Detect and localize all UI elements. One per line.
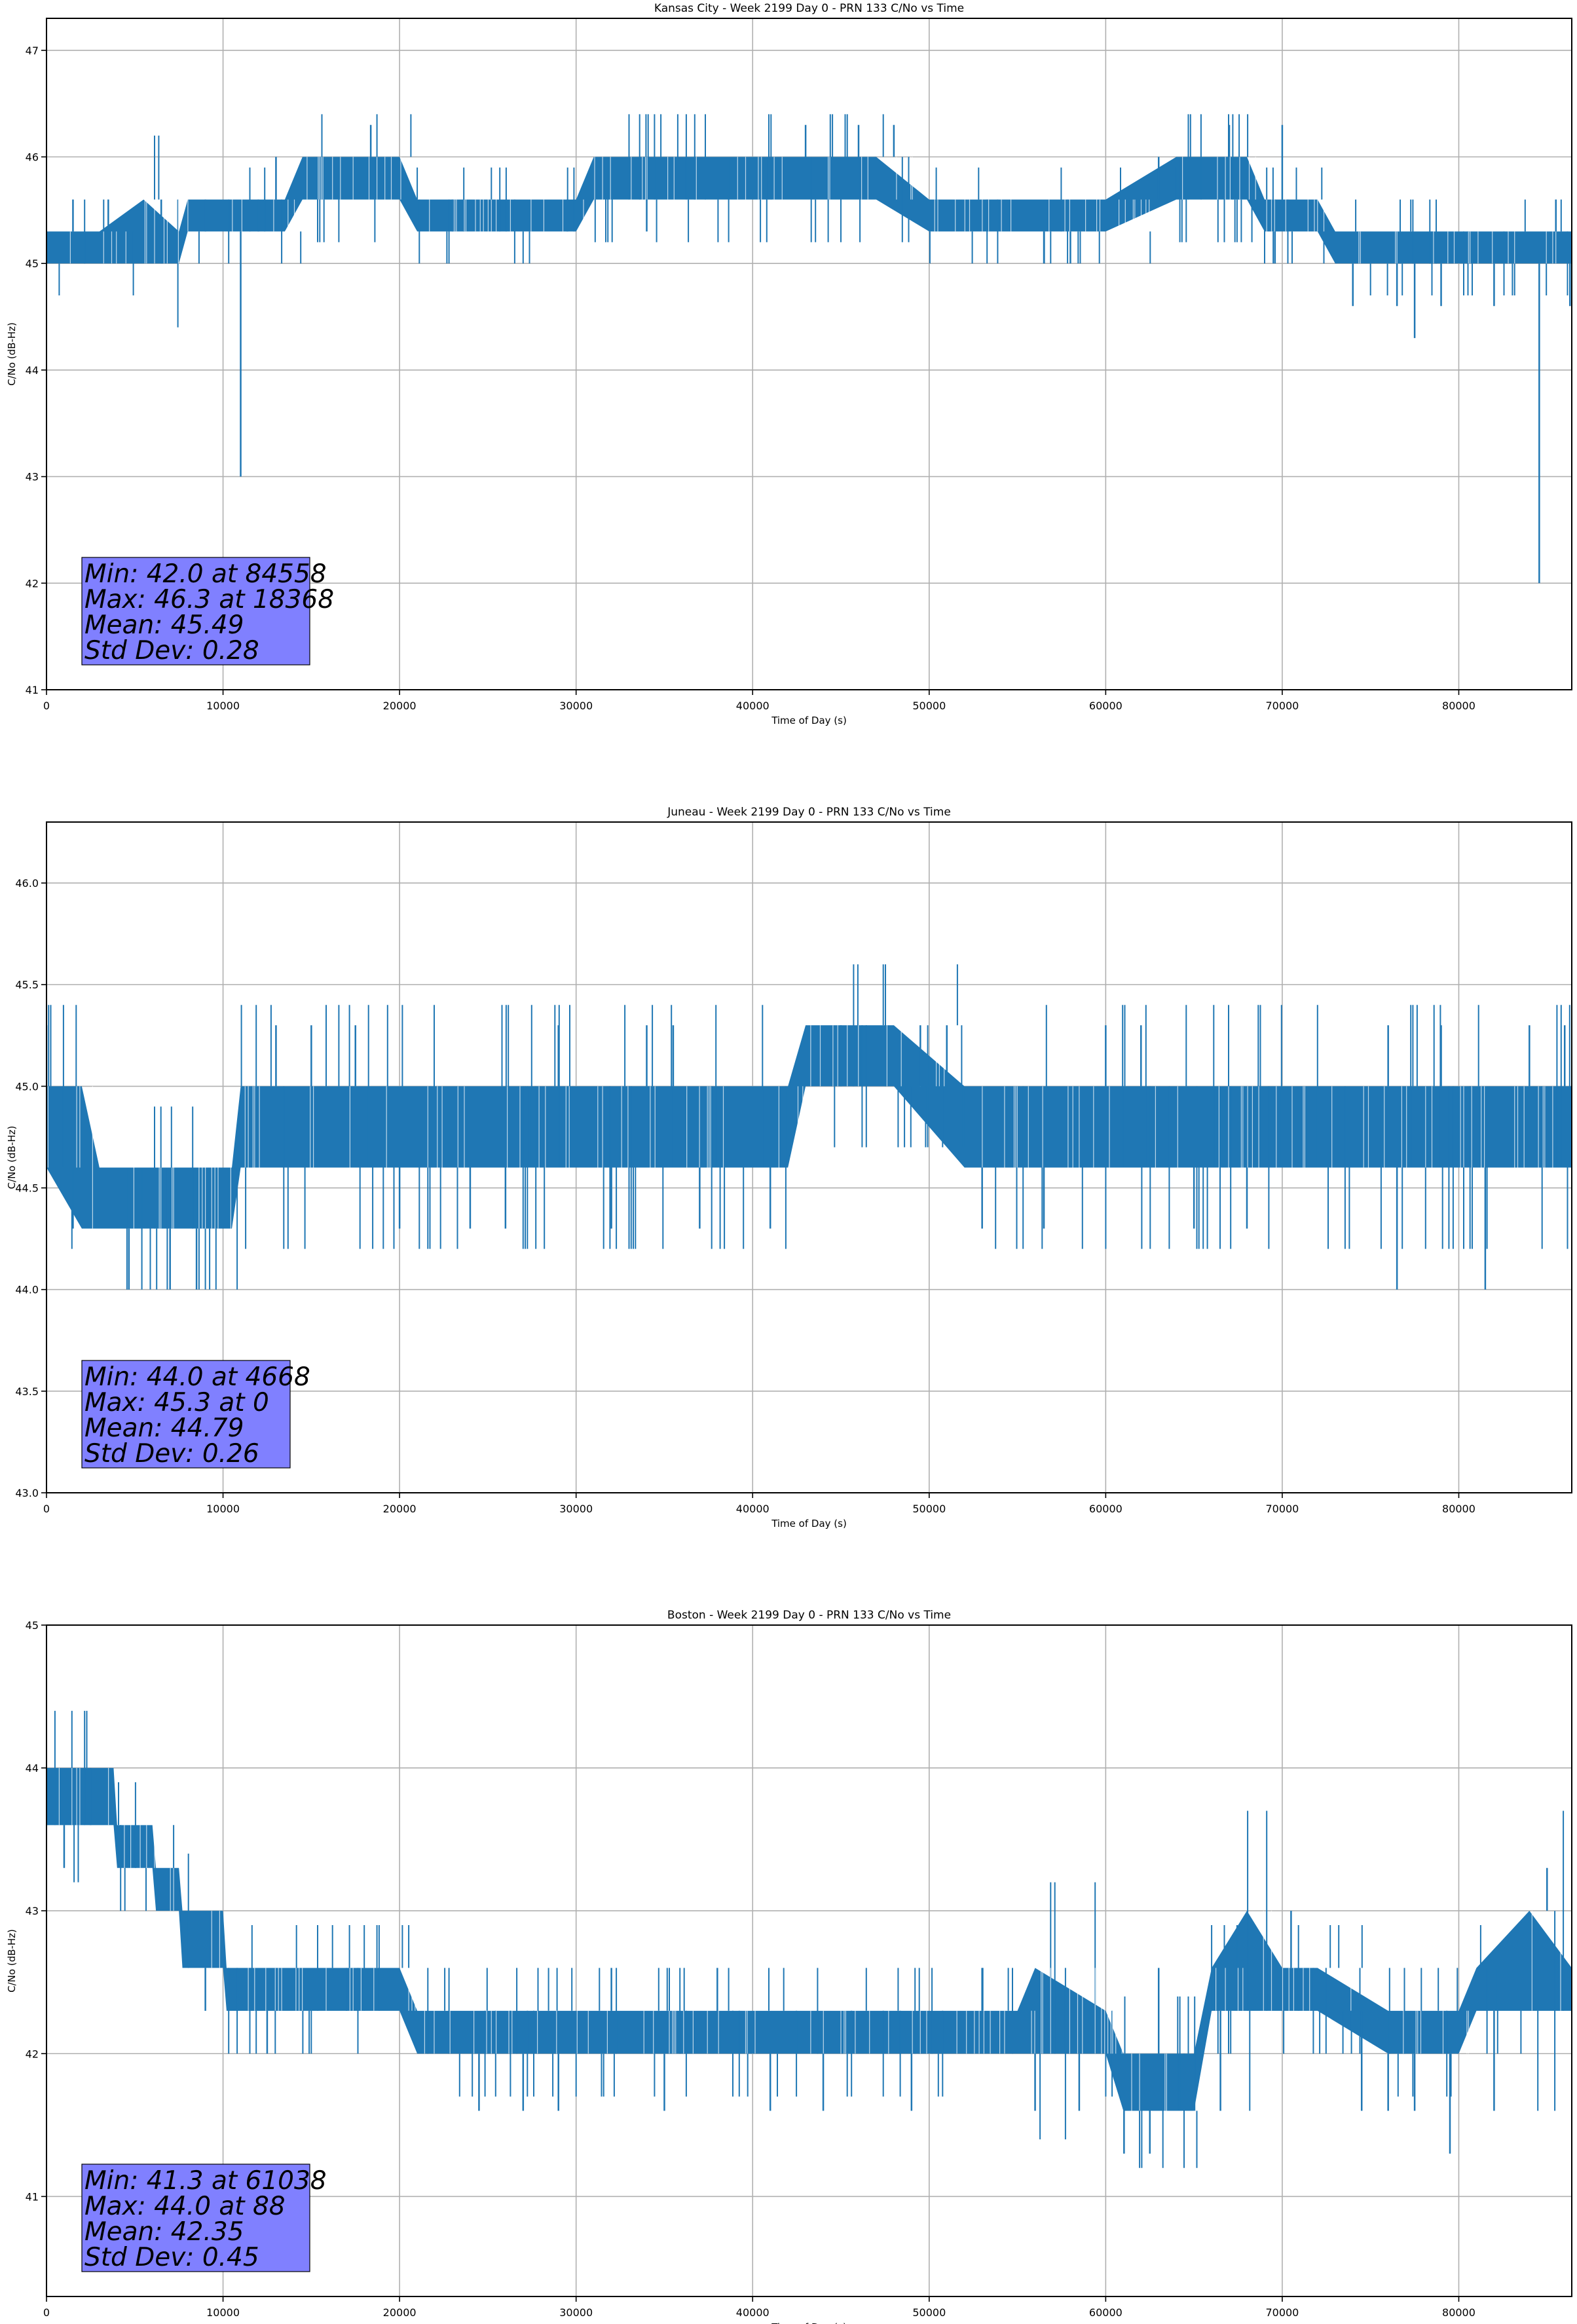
data-band [46, 1768, 1572, 2111]
x-tick-label: 40000 [736, 2306, 770, 2319]
x-tick-label: 80000 [1442, 2306, 1475, 2319]
x-axis-label: Time of Day (s) [771, 2321, 847, 2324]
x-tick-label: 10000 [206, 1503, 240, 1515]
y-tick-label: 41 [26, 684, 39, 696]
x-tick-label: 70000 [1265, 700, 1299, 712]
y-tick-label: 43.0 [15, 1487, 39, 1499]
axes-frame [46, 821, 1572, 1493]
stats-min: Min: 44.0 at 4668 [84, 1362, 310, 1392]
x-tick-label: 50000 [912, 700, 946, 712]
chart-title: Boston - Week 2199 Day 0 - PRN 133 C/No … [667, 1609, 951, 1622]
x-tick-label: 80000 [1442, 700, 1475, 712]
stats-box [81, 1360, 291, 1469]
x-tick-label: 10000 [206, 700, 240, 712]
x-tick-label: 30000 [559, 1503, 593, 1515]
y-tick-label: 45.5 [15, 979, 39, 991]
stats-max: Max: 45.3 at 0 [84, 1388, 269, 1417]
x-axis-label: Time of Day (s) [771, 715, 847, 726]
stats-std: Std Dev: 0.45 [84, 2243, 259, 2272]
x-tick-label: 20000 [383, 700, 417, 712]
y-tick-label: 43.5 [15, 1385, 39, 1398]
x-tick-label: 20000 [383, 2306, 417, 2319]
x-tick-label: 70000 [1265, 2306, 1299, 2319]
x-tick-label: 40000 [736, 700, 770, 712]
y-tick-label: 45 [26, 1619, 39, 1632]
stats-max: Max: 46.3 at 18368 [84, 585, 334, 614]
band-gaps [47, 1025, 1553, 1229]
stats-box [81, 557, 310, 665]
x-tick-label: 0 [43, 700, 50, 712]
y-tick-label: 42 [26, 2048, 39, 2060]
chart-panel-0: 0 10000 20000 30000 40000 50000 60000 70000 8000… [6, 2, 1572, 726]
stats-std: Std Dev: 0.26 [84, 1439, 259, 1469]
stats-mean: Mean: 45.49 [84, 610, 244, 640]
stats-mean: Mean: 44.79 [84, 1414, 244, 1443]
axes-frame [46, 1624, 1572, 2297]
y-tick-label: 44 [26, 1762, 39, 1774]
data-band [46, 157, 1572, 264]
x-tick-label: 30000 [559, 2306, 593, 2319]
y-tick-label: 44.0 [15, 1284, 39, 1296]
y-tick-label: 43 [26, 1905, 39, 1917]
y-tick-label: 43 [26, 471, 39, 483]
series-line [46, 1710, 1572, 2168]
y-tick-label: 44.5 [15, 1182, 39, 1195]
y-tick-label: 41 [26, 2190, 39, 2203]
chart-title: Kansas City - Week 2199 Day 0 - PRN 133 … [654, 2, 964, 15]
band-gaps [46, 1768, 1561, 2111]
x-tick-label: 40000 [736, 1503, 770, 1515]
axes-frame [46, 18, 1572, 690]
chart-panel-1: 0 10000 20000 30000 40000 50000 60000 70000 8000… [6, 806, 1572, 1529]
series-line [46, 964, 1572, 1290]
x-tick-label: 60000 [1089, 2306, 1122, 2319]
y-tick-label: 47 [26, 45, 39, 57]
chart-panel-2: 0 10000 20000 30000 40000 50000 60000 70000 8000… [6, 1609, 1572, 2324]
stats-max: Max: 44.0 at 88 [84, 2192, 286, 2221]
x-tick-label: 0 [43, 2306, 50, 2319]
y-tick-label: 42 [26, 577, 39, 590]
stats-box [81, 2164, 310, 2272]
stats-mean: Mean: 42.35 [84, 2217, 244, 2247]
y-tick-label: 46 [26, 151, 39, 164]
x-axis-label: Time of Day (s) [771, 1518, 847, 1529]
x-tick-label: 20000 [383, 1503, 417, 1515]
y-tick-label: 46.0 [15, 877, 39, 890]
stats-std: Std Dev: 0.28 [84, 636, 259, 665]
stats-min: Min: 41.3 at 61038 [84, 2166, 327, 2196]
x-tick-label: 50000 [912, 2306, 946, 2319]
x-tick-label: 60000 [1089, 1503, 1122, 1515]
series-line [46, 114, 1572, 584]
y-tick-label: 45.0 [15, 1080, 39, 1093]
x-tick-label: 70000 [1265, 1503, 1299, 1515]
y-axis-label: C/No (dB-Hz) [6, 1929, 18, 1993]
x-tick-label: 80000 [1442, 1503, 1475, 1515]
y-tick-label: 44 [26, 364, 39, 377]
y-axis-label: C/No (dB-Hz) [6, 1126, 18, 1190]
y-tick-label: 45 [26, 257, 39, 270]
x-tick-label: 50000 [912, 1503, 946, 1515]
noise-ticks [54, 1710, 1565, 2168]
x-tick-label: 60000 [1089, 700, 1122, 712]
band-gaps [69, 157, 1557, 264]
x-tick-label: 30000 [559, 700, 593, 712]
x-tick-label: 0 [43, 1503, 50, 1515]
chart-title: Juneau - Week 2199 Day 0 - PRN 133 C/No … [667, 806, 951, 819]
x-tick-label: 10000 [206, 2306, 240, 2319]
y-axis-label: C/No (dB-Hz) [6, 322, 18, 386]
stats-min: Min: 42.0 at 84558 [84, 559, 327, 589]
